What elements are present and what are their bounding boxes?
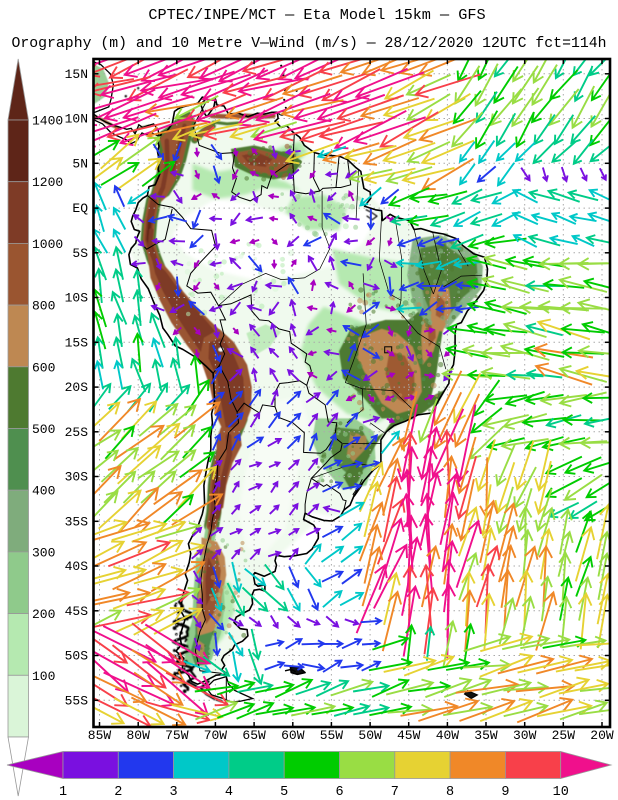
svg-text:40S: 40S — [65, 559, 89, 574]
svg-text:55W: 55W — [320, 728, 344, 743]
svg-text:100: 100 — [32, 669, 55, 684]
svg-text:45S: 45S — [65, 604, 89, 619]
svg-text:10N: 10N — [65, 112, 88, 127]
svg-text:7: 7 — [391, 785, 399, 800]
svg-text:300: 300 — [32, 545, 55, 560]
svg-text:20S: 20S — [65, 380, 89, 395]
svg-text:5: 5 — [280, 785, 288, 800]
svg-text:5N: 5N — [72, 156, 88, 171]
svg-text:75W: 75W — [165, 728, 189, 743]
svg-text:CPTEC/INPE/MCT — Eta Model 15: CPTEC/INPE/MCT — Eta Model 15km — GFS — [148, 6, 485, 24]
svg-text:600: 600 — [32, 360, 55, 375]
svg-text:20W: 20W — [590, 728, 614, 743]
svg-text:15S: 15S — [65, 335, 89, 350]
svg-text:800: 800 — [32, 299, 55, 314]
svg-text:50W: 50W — [358, 728, 382, 743]
svg-text:55S: 55S — [65, 693, 89, 708]
svg-text:35S: 35S — [65, 514, 89, 529]
svg-text:2: 2 — [114, 785, 122, 800]
svg-text:70W: 70W — [204, 728, 228, 743]
svg-text:10: 10 — [553, 785, 569, 800]
svg-text:1400: 1400 — [32, 114, 63, 129]
svg-text:25W: 25W — [552, 728, 576, 743]
svg-text:200: 200 — [32, 607, 55, 622]
svg-text:3: 3 — [170, 785, 178, 800]
svg-text:1: 1 — [59, 785, 67, 800]
svg-text:30S: 30S — [65, 470, 89, 485]
svg-text:1200: 1200 — [32, 175, 63, 190]
svg-text:25S: 25S — [65, 425, 89, 440]
svg-text:Orography (m) and 10 Metre V—W: Orography (m) and 10 Metre V—Wind (m/s) … — [12, 36, 607, 52]
svg-text:30W: 30W — [513, 728, 537, 743]
svg-text:35W: 35W — [474, 728, 498, 743]
svg-text:60W: 60W — [281, 728, 305, 743]
svg-text:500: 500 — [32, 422, 55, 437]
svg-text:65W: 65W — [242, 728, 266, 743]
svg-text:15N: 15N — [65, 67, 88, 82]
svg-text:EQ: EQ — [72, 201, 88, 216]
svg-text:1000: 1000 — [32, 237, 63, 252]
svg-text:80W: 80W — [126, 728, 150, 743]
svg-text:85W: 85W — [88, 728, 112, 743]
svg-text:4: 4 — [225, 785, 233, 800]
svg-text:10S: 10S — [65, 291, 89, 306]
svg-text:400: 400 — [32, 484, 55, 499]
svg-text:40W: 40W — [436, 728, 460, 743]
svg-text:9: 9 — [501, 785, 509, 800]
svg-text:5S: 5S — [72, 246, 88, 261]
svg-text:45W: 45W — [397, 728, 421, 743]
svg-text:8: 8 — [446, 785, 454, 800]
svg-text:6: 6 — [335, 785, 343, 800]
svg-text:50S: 50S — [65, 649, 89, 664]
